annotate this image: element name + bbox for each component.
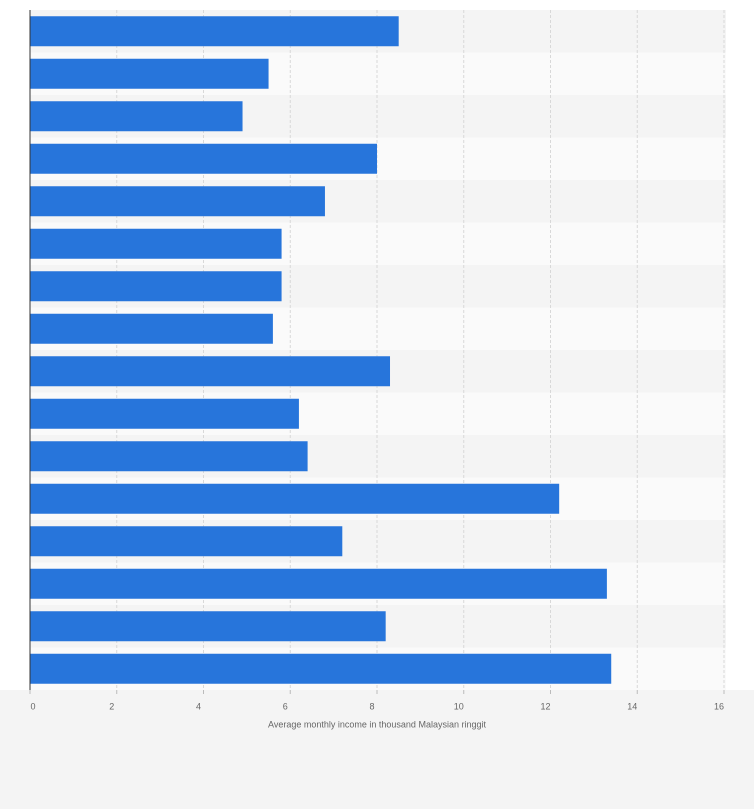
x-tick-label: 14: [627, 701, 637, 711]
x-tick-label: 4: [196, 701, 201, 711]
x-tick-label: 8: [369, 701, 374, 711]
bar: [30, 441, 308, 472]
bar: [30, 58, 269, 89]
bar: [30, 186, 325, 217]
bar: [30, 16, 399, 47]
bar: [30, 611, 386, 642]
x-tick-label: 12: [540, 701, 550, 711]
bar: [30, 101, 243, 132]
x-tick-label: 6: [283, 701, 288, 711]
bar: [30, 526, 343, 557]
x-tick-label: 0: [30, 701, 35, 711]
bar: [30, 356, 391, 387]
bar: [30, 568, 607, 599]
bar: [30, 398, 299, 429]
bar: [30, 143, 377, 174]
x-tick-label: 2: [109, 701, 114, 711]
bar: [30, 653, 612, 684]
bar: [30, 228, 282, 259]
bar: [30, 483, 560, 514]
bar: [30, 313, 273, 344]
x-tick-label: 10: [454, 701, 464, 711]
bar: [30, 271, 282, 302]
x-axis-label: Average monthly income in thousand Malay…: [268, 719, 486, 729]
x-tick-label: 16: [714, 701, 724, 711]
